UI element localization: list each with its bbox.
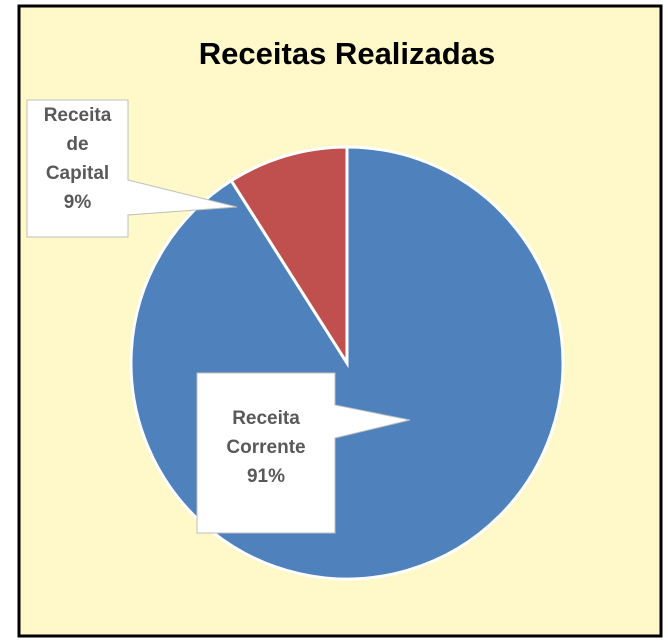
value-label: 9%	[63, 192, 92, 213]
category-label: Receita Corrente	[226, 408, 306, 458]
pie	[129, 145, 565, 581]
pie-slice	[229, 145, 349, 369]
value-label: 91%	[246, 466, 286, 487]
category-label: Receita de Capital	[43, 105, 112, 184]
callout	[196, 372, 411, 534]
callout	[26, 99, 238, 238]
chart-title: Receitas Realizadas	[199, 36, 495, 71]
data-label: Receita de Capital 9%	[27, 101, 128, 217]
data-label: Receita Corrente 91%	[197, 404, 335, 491]
